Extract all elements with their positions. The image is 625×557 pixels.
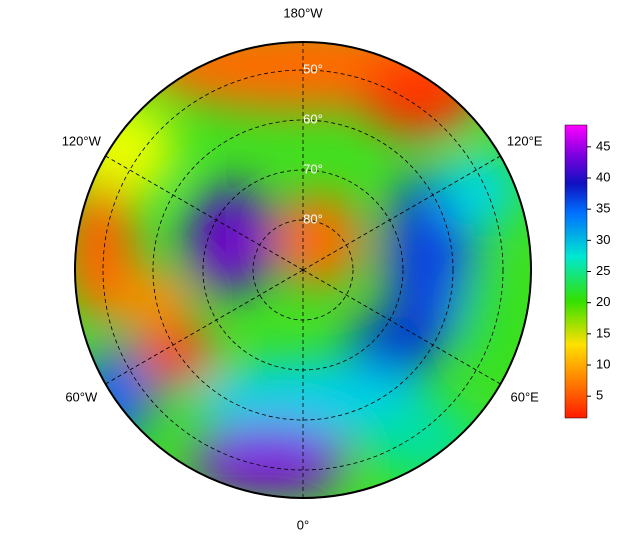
parallel-line xyxy=(152,119,454,421)
graticule: 50° 60° 70° 80° 180°W 120°W 120°E 60°W 60°E 0° xyxy=(62,5,543,532)
meridian-label: 60°E xyxy=(511,389,540,404)
meridian-line xyxy=(105,269,304,385)
meridian-label: 0° xyxy=(297,517,309,532)
colorbar-tick-label: 25 xyxy=(596,263,610,278)
parallel-label: 50° xyxy=(303,61,323,76)
colorbar-tick-label: 30 xyxy=(596,232,610,247)
colorbar-tick-label: 20 xyxy=(596,294,610,309)
parallel-label: 60° xyxy=(303,111,323,126)
parallel-label: 70° xyxy=(303,161,323,176)
meridian-label: 180°W xyxy=(283,5,323,20)
data-field xyxy=(75,42,531,498)
colorbar-ticks: 5 10 15 20 25 30 35 40 45 xyxy=(587,138,610,403)
colorbar-tick-label: 45 xyxy=(596,138,610,153)
colorbar-tick-label: 10 xyxy=(596,356,610,371)
colorbar-tick-label: 35 xyxy=(596,201,610,216)
meridian-label: 120°E xyxy=(507,133,543,148)
meridian-line xyxy=(105,155,304,271)
meridian-line xyxy=(302,155,501,271)
colorbar-tick-label: 15 xyxy=(596,325,610,340)
parallel-label: 80° xyxy=(303,211,323,226)
colorbar-tick-label: 40 xyxy=(596,169,610,184)
colorbar-tick-label: 5 xyxy=(596,388,603,403)
meridian-label: 60°W xyxy=(65,389,98,404)
meridian-label: 120°W xyxy=(62,133,102,148)
meridian-line xyxy=(302,269,501,385)
colorbar xyxy=(564,124,588,419)
parallel-line xyxy=(102,69,504,471)
